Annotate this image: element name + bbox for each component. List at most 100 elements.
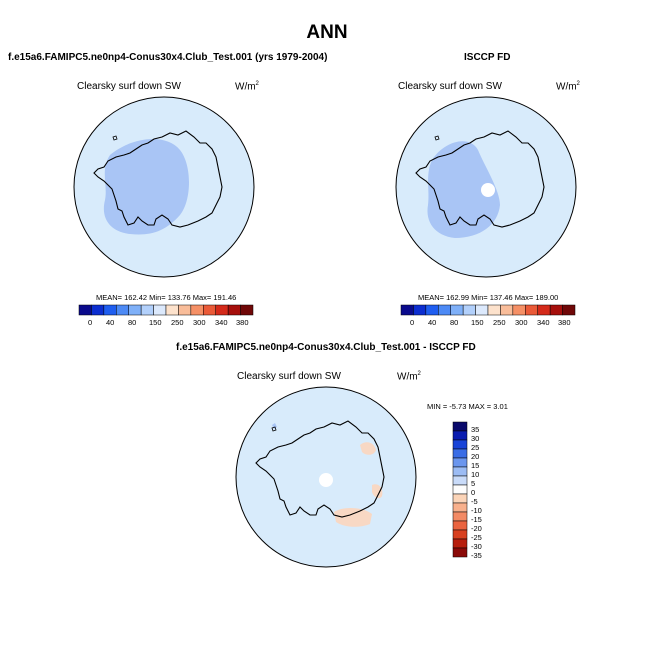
cb3-tick: -20 bbox=[471, 524, 482, 533]
colorbar-swatch bbox=[425, 304, 439, 316]
panel1-colorbar bbox=[78, 304, 254, 316]
colorbar-swatch bbox=[512, 304, 526, 316]
panel2-island bbox=[434, 135, 440, 141]
colorbar-swatch bbox=[487, 304, 501, 316]
cb2-tick: 250 bbox=[493, 318, 506, 327]
cb3-tick: 10 bbox=[471, 470, 480, 479]
panel2-case-title: ISCCP FD bbox=[464, 52, 511, 63]
colorbar-swatch bbox=[537, 304, 551, 316]
diff-units: W/m2 bbox=[397, 371, 421, 383]
colorbar-swatch bbox=[450, 304, 464, 316]
colorbar-swatch bbox=[525, 304, 538, 316]
cb2-tick: 150 bbox=[471, 318, 484, 327]
cb2-tick: 0 bbox=[410, 318, 415, 327]
colorbar-swatch bbox=[240, 304, 254, 316]
diff-frame bbox=[235, 386, 417, 568]
panel2-low-flux-region bbox=[427, 141, 500, 238]
panel1-variable-label: Clearsky surf down SW bbox=[77, 81, 181, 92]
panel1-frame bbox=[73, 96, 255, 278]
cb1-tick: 380 bbox=[236, 318, 249, 327]
panel1-island bbox=[112, 135, 118, 141]
colorbar-swatch bbox=[452, 511, 468, 522]
colorbar-swatch bbox=[452, 547, 468, 558]
cb1-tick: 80 bbox=[128, 318, 137, 327]
panel2-units: W/m2 bbox=[556, 81, 580, 93]
cb3-tick: 25 bbox=[471, 443, 480, 452]
cb2-tick: 300 bbox=[515, 318, 528, 327]
colorbar-swatch bbox=[452, 520, 468, 531]
diff-island bbox=[271, 426, 277, 432]
panel1-low-flux-region bbox=[103, 139, 189, 235]
cb3-tick: -15 bbox=[471, 515, 482, 524]
cb2-tick: 80 bbox=[450, 318, 459, 327]
cb1-tick: 150 bbox=[149, 318, 162, 327]
cb3-tick: -25 bbox=[471, 533, 482, 542]
cb1-tick: 40 bbox=[106, 318, 115, 327]
colorbar-swatch bbox=[562, 304, 576, 316]
diff-case-title: f.e15a6.FAMIPC5.ne0np4-Conus30x4.Club_Te… bbox=[176, 342, 476, 353]
panel1-polar-map bbox=[73, 96, 255, 278]
cb3-tick: -5 bbox=[471, 497, 478, 506]
diff-positive-region bbox=[372, 484, 383, 499]
colorbar-swatch bbox=[452, 502, 468, 513]
cb3-tick: -30 bbox=[471, 542, 482, 551]
diff-positive-region bbox=[360, 442, 376, 455]
cb1-tick: 0 bbox=[88, 318, 93, 327]
colorbar-swatch bbox=[103, 304, 117, 316]
panel2-colorbar bbox=[400, 304, 576, 316]
cb1-tick: 300 bbox=[193, 318, 206, 327]
colorbar-swatch bbox=[475, 304, 489, 316]
panel2-variable-label: Clearsky surf down SW bbox=[398, 81, 502, 92]
diff-positive-region bbox=[334, 507, 372, 527]
diff-variable-label: Clearsky surf down SW bbox=[237, 371, 341, 382]
colorbar-swatch bbox=[452, 421, 468, 432]
cb1-tick: 250 bbox=[171, 318, 184, 327]
cb3-tick: 30 bbox=[471, 434, 480, 443]
panel2-polar-map bbox=[395, 96, 577, 278]
colorbar-swatch bbox=[452, 448, 468, 459]
colorbar-swatch bbox=[452, 466, 468, 477]
colorbar-swatch bbox=[413, 304, 427, 316]
colorbar-swatch bbox=[203, 304, 216, 316]
panel2-frame bbox=[395, 96, 577, 278]
main-title: ANN bbox=[306, 22, 348, 43]
cb2-tick: 340 bbox=[537, 318, 550, 327]
colorbar-swatch bbox=[178, 304, 192, 316]
colorbar-swatch bbox=[227, 304, 241, 316]
colorbar-swatch bbox=[549, 304, 563, 316]
colorbar-swatch bbox=[400, 304, 414, 316]
panel1-case-title: f.e15a6.FAMIPC5.ne0np4-Conus30x4.Club_Te… bbox=[8, 52, 328, 63]
colorbar-swatch bbox=[153, 304, 167, 316]
cb3-tick: -10 bbox=[471, 506, 482, 515]
cb2-tick: 40 bbox=[428, 318, 437, 327]
colorbar-swatch bbox=[190, 304, 204, 316]
cb3-tick: 20 bbox=[471, 452, 480, 461]
colorbar-swatch bbox=[462, 304, 476, 316]
colorbar-swatch bbox=[500, 304, 514, 316]
cb3-tick: -35 bbox=[471, 551, 482, 560]
colorbar-swatch bbox=[128, 304, 142, 316]
cb2-tick: 380 bbox=[558, 318, 571, 327]
panel1-stats: MEAN= 162.42 Min= 133.76 Max= 191.46 bbox=[96, 293, 237, 302]
colorbar-swatch bbox=[215, 304, 229, 316]
panel1-units: W/m2 bbox=[235, 81, 259, 93]
panel2-missing-data-hole bbox=[481, 183, 495, 197]
colorbar-swatch bbox=[452, 538, 468, 549]
colorbar-swatch bbox=[452, 493, 468, 504]
diff-missing-data-hole bbox=[319, 473, 333, 487]
cb3-tick: 0 bbox=[471, 488, 476, 497]
colorbar-swatch bbox=[116, 304, 129, 316]
colorbar-swatch bbox=[140, 304, 154, 316]
cb3-tick: 15 bbox=[471, 461, 480, 470]
colorbar-swatch bbox=[165, 304, 179, 316]
colorbar-swatch bbox=[452, 457, 468, 468]
colorbar-swatch bbox=[452, 529, 468, 540]
colorbar-swatch bbox=[78, 304, 92, 316]
cb3-tick: 5 bbox=[471, 479, 476, 488]
diff-stats: MIN = -5.73 MAX = 3.01 bbox=[427, 402, 508, 411]
cb3-tick: 35 bbox=[471, 425, 480, 434]
colorbar-swatch bbox=[438, 304, 451, 316]
panel2-stats: MEAN= 162.99 Min= 137.46 Max= 189.00 bbox=[418, 293, 559, 302]
diff-polar-map bbox=[235, 386, 417, 568]
